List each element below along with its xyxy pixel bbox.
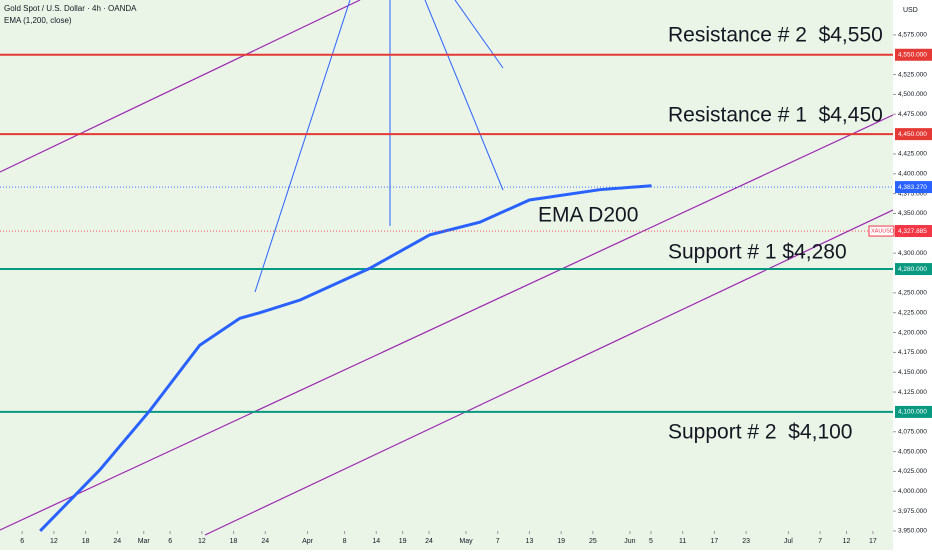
level-tag-label: 4,100.000 xyxy=(898,409,927,416)
header-title: Gold Spot / U.S. Dollar · 4h · OANDA xyxy=(4,4,137,13)
trend-lines xyxy=(0,0,894,536)
x-tick-label: 12 xyxy=(50,538,58,545)
y-tick-label: 4,025.000 xyxy=(898,468,927,475)
y-tick-label: 4,425.000 xyxy=(898,151,927,158)
x-tick-label: Jul xyxy=(784,538,793,545)
level-annotation: Resistance # 2 $4,550 xyxy=(668,23,883,46)
y-tick-label: 4,475.000 xyxy=(898,111,927,118)
y-tick-label: 4,500.000 xyxy=(898,91,927,98)
ema-line xyxy=(39,184,652,533)
drawn-lines xyxy=(254,0,504,293)
level-tag-label: 4,280.000 xyxy=(898,266,927,273)
x-tick-label: 18 xyxy=(82,538,90,545)
x-tick-label: 24 xyxy=(113,538,121,545)
y-tick-label: 4,575.000 xyxy=(898,32,927,39)
x-tick-label: 11 xyxy=(679,538,686,545)
x-tick-label: 6 xyxy=(20,538,24,545)
price-tag-label: 4,383.270 xyxy=(898,184,927,191)
x-tick-label: 7 xyxy=(818,538,822,545)
y-tick-label: 4,075.000 xyxy=(898,428,927,435)
x-tick-label: Jun xyxy=(624,538,635,545)
y-tick-label: 4,375.000 xyxy=(898,190,927,197)
level-annotation: Support # 1 $4,280 xyxy=(668,241,847,264)
level-annotation: Support # 2 $4,100 xyxy=(668,420,852,443)
symbol-tag-label: XAUUSD xyxy=(871,228,894,234)
y-tick-label: 4,000.000 xyxy=(898,488,927,495)
y-tick-label: 4,250.000 xyxy=(898,290,927,297)
y-tick-label: 4,200.000 xyxy=(898,329,927,336)
y-tick-label: 4,125.000 xyxy=(898,389,927,396)
level-tag xyxy=(895,48,932,61)
x-tick-label: 13 xyxy=(526,538,534,545)
y-tick-label: 4,300.000 xyxy=(898,250,927,257)
y-tick-label: 3,950.000 xyxy=(898,528,927,535)
x-tick-label: 8 xyxy=(343,538,347,545)
level-tag xyxy=(895,405,932,418)
y-tick-label: 4,150.000 xyxy=(898,369,927,376)
x-tick-label: Apr xyxy=(302,538,314,545)
x-tick-label: 25 xyxy=(589,538,597,545)
symbol-tag xyxy=(868,225,895,237)
price-tag xyxy=(895,225,932,238)
level-tag-label: 4,550.000 xyxy=(898,51,927,58)
y-tick-label: 4,525.000 xyxy=(898,71,927,78)
x-tick-label: 19 xyxy=(557,538,565,545)
x-tick-label: 7 xyxy=(496,538,500,545)
x-tick-label: Mar xyxy=(138,538,151,545)
x-tick-label: 17 xyxy=(711,538,719,545)
x-tick-label: May xyxy=(459,538,473,545)
x-tick-label: 23 xyxy=(742,538,750,545)
y-tick-label: 4,225.000 xyxy=(898,309,927,316)
x-tick-label: 5 xyxy=(649,538,653,545)
x-tick-label: 18 xyxy=(230,538,238,545)
level-tag xyxy=(895,128,932,141)
y-tick-label: 4,400.000 xyxy=(898,171,927,178)
level-tag-label: 4,450.000 xyxy=(898,131,927,138)
level-annotation: Resistance # 1 $4,450 xyxy=(668,104,883,127)
y-tick-label: 3,975.000 xyxy=(898,508,927,515)
price-tag-label: 4,327.885 xyxy=(898,228,927,235)
currency: USD xyxy=(903,7,918,14)
y-tick-label: 4,350.000 xyxy=(898,210,927,217)
price-tag xyxy=(895,181,932,194)
x-tick-label: 17 xyxy=(869,538,877,545)
x-tick-label: 6 xyxy=(168,538,172,545)
x-tick-label: 12 xyxy=(198,538,206,545)
x-tick-label: 24 xyxy=(425,538,433,545)
x-tick-label: 14 xyxy=(372,538,380,545)
x-tick-label: 19 xyxy=(399,538,407,545)
level-tag xyxy=(895,263,932,276)
ema-annotation: EMA D200 xyxy=(538,204,638,227)
y-tick-label: 4,175.000 xyxy=(898,349,927,356)
x-tick-label: 12 xyxy=(843,538,851,545)
x-tick-label: 24 xyxy=(261,538,269,545)
plot-bg xyxy=(0,0,893,550)
indicator-label: EMA (1,200, close) xyxy=(4,16,72,25)
y-tick-label: 4,050.000 xyxy=(898,448,927,455)
